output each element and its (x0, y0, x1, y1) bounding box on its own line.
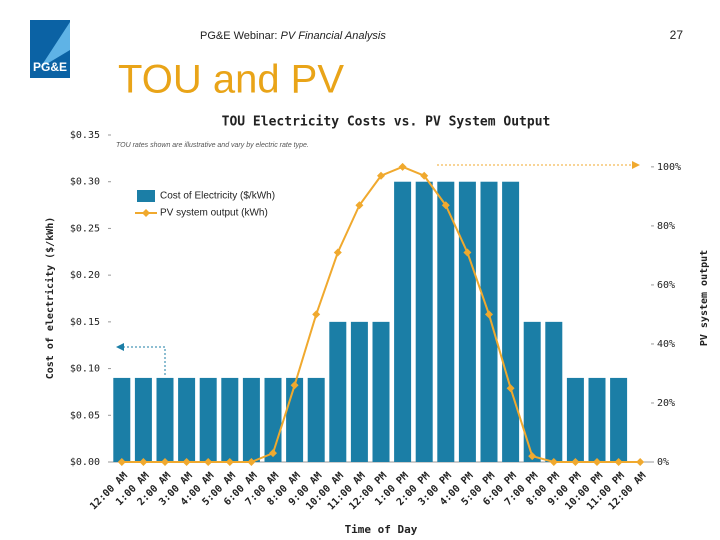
bar (372, 321, 390, 462)
y2-axis-label: PV system output (699, 250, 710, 346)
header-title: PG&E Webinar: PV Financial Analysis (200, 30, 386, 42)
bar (610, 377, 628, 462)
marker (614, 458, 623, 466)
marker (355, 201, 364, 210)
y2-tick-label: 100% (657, 162, 681, 173)
y-tick-label: $0.00 (70, 457, 100, 468)
bar (178, 377, 196, 462)
bar (415, 181, 433, 462)
bar (329, 321, 347, 462)
legend-swatch (137, 190, 155, 202)
bar (545, 321, 563, 462)
bar (199, 377, 217, 462)
header-plain: PG&E Webinar: (200, 30, 281, 42)
bar (286, 377, 304, 462)
marker (420, 171, 429, 180)
bar (242, 377, 260, 462)
logo-text: PG&E (33, 60, 67, 74)
bar (221, 377, 239, 462)
callout-arrow (632, 161, 640, 169)
y-tick-label: $0.05 (70, 410, 100, 421)
y2-tick-label: 80% (657, 221, 675, 232)
marker (506, 384, 515, 393)
x-axis-label: Time of Day (345, 523, 418, 536)
y-tick-label: $0.15 (70, 317, 100, 328)
y2-tick-label: 0% (657, 457, 669, 468)
marker (485, 310, 493, 319)
marker (463, 248, 472, 257)
bar (134, 377, 152, 462)
callout-arrow (116, 343, 124, 351)
marker (204, 458, 213, 466)
y-tick-label: $0.30 (70, 177, 100, 188)
bar (502, 181, 520, 462)
marker (247, 458, 256, 466)
callouts (116, 161, 640, 375)
bar (307, 377, 325, 462)
annotation: TOU rates shown are illustrative and var… (116, 142, 309, 149)
marker (225, 458, 234, 466)
bar (156, 377, 174, 462)
y-tick-label: $0.20 (70, 270, 100, 281)
y2-tick-label: 60% (657, 280, 675, 291)
bar (394, 181, 412, 462)
bar (588, 377, 606, 462)
marker (636, 458, 645, 466)
slide-title: TOU and PV (118, 58, 344, 102)
bar (480, 181, 498, 462)
y2-tick-label: 40% (657, 339, 675, 350)
marker (333, 248, 342, 257)
marker (161, 458, 169, 466)
bar (523, 321, 541, 462)
marker (549, 458, 558, 466)
marker (139, 458, 148, 466)
marker (441, 201, 450, 210)
marker (528, 452, 537, 461)
marker (182, 458, 191, 466)
y-axis-label: Cost of electricity ($/kWh) (44, 217, 56, 380)
bar (458, 181, 476, 462)
chart-title: TOU Electricity Costs vs. PV System Outp… (222, 115, 551, 130)
bar (113, 377, 131, 462)
y-tick-label: $0.10 (70, 364, 100, 375)
callout-line (124, 346, 166, 375)
page-number: 27 (670, 28, 684, 42)
marker (593, 458, 601, 466)
marker (290, 381, 299, 390)
y-tick-label: $0.35 (70, 130, 100, 141)
marker (117, 458, 126, 466)
legend-label: PV system output (kWh) (160, 208, 268, 219)
marker (377, 171, 385, 180)
logo-shape (40, 22, 70, 68)
header-italic: PV Financial Analysis (281, 30, 387, 42)
legend-label: Cost of Electricity ($/kWh) (160, 191, 275, 202)
legend-marker (142, 209, 150, 217)
bar (566, 377, 584, 462)
bar (350, 321, 368, 462)
marker (398, 162, 407, 171)
y2-tick-label: 20% (657, 398, 675, 409)
marker (269, 449, 277, 458)
marker (312, 310, 321, 319)
y-tick-label: $0.25 (70, 223, 100, 234)
marker (571, 458, 580, 466)
bar (437, 181, 455, 462)
